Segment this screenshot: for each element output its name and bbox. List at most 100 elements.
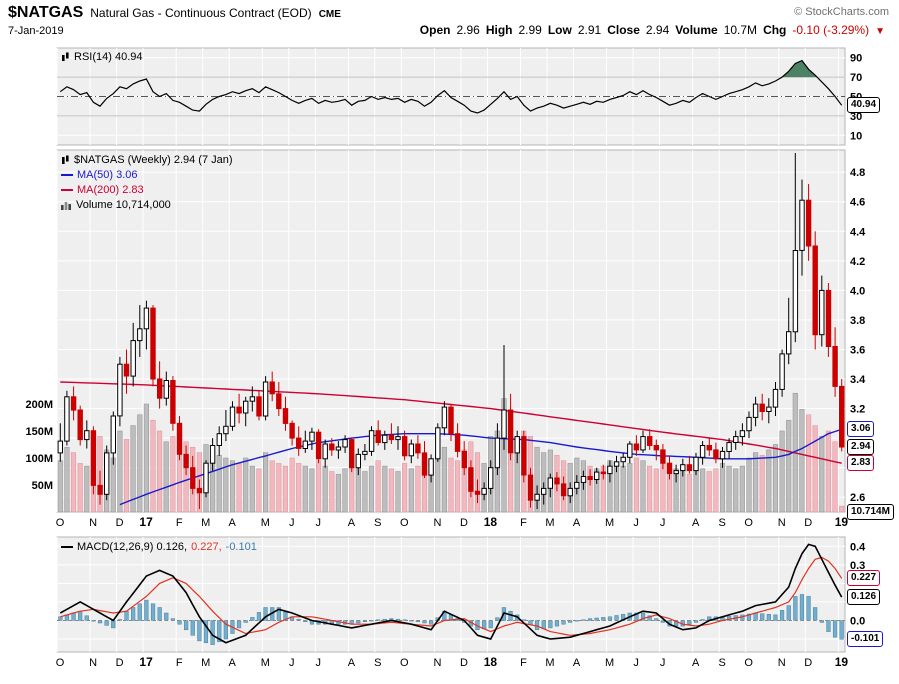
macd-histogram-bar (640, 612, 646, 621)
volume-bar (772, 444, 779, 513)
candle-body (746, 416, 752, 432)
chg-label: Chg (763, 23, 787, 37)
candle-body (395, 436, 401, 441)
candle-body (719, 450, 726, 460)
x-axis-month-label: A (692, 517, 700, 529)
volume-bar (223, 457, 229, 513)
candle-body (474, 490, 481, 495)
quote-bar: Open 2.96 High 2.99 Low 2.91 Close 2.94 … (420, 23, 885, 37)
macd-histogram-bar (236, 620, 242, 629)
volume-bar (342, 468, 348, 513)
x-axis-year-label: 19 (835, 655, 849, 669)
candle-body (541, 487, 547, 495)
volume-legend-label: Volume 10,714,000 (76, 199, 171, 211)
macd-histogram-bar (760, 613, 765, 621)
candle-body (329, 443, 335, 451)
x-axis-month-label: O (400, 517, 409, 529)
macd-histogram-bar (773, 614, 778, 621)
candle-body (699, 445, 706, 458)
candle-body (223, 425, 229, 435)
candle-body (527, 474, 534, 501)
symbol-legend-label: $NATGAS (Weekly) 2.94 (7 Jan) (74, 154, 233, 166)
close-label: Close (607, 23, 640, 37)
x-axis-month-label: O (744, 657, 753, 669)
axis-tick-label: 10 (850, 130, 862, 142)
x-axis-month-label: O (400, 657, 409, 669)
x-axis-month-label: M (201, 657, 210, 669)
macd-histogram-bar (793, 596, 798, 621)
chg-down-arrow-icon: ▼ (875, 26, 885, 37)
close-value: 2.94 (645, 23, 670, 37)
axis-tick-label: 4.2 (850, 256, 865, 268)
macd-signal-line (60, 556, 843, 636)
axis-tick-label: 150M (25, 426, 53, 438)
macd-histogram-bar (753, 612, 758, 621)
candle-body (70, 396, 77, 411)
candle-body (97, 484, 103, 495)
candle-body (607, 465, 613, 475)
candle-body (183, 453, 189, 469)
candle-body (196, 487, 203, 494)
indicator-icon (62, 52, 69, 61)
candle-body (686, 464, 693, 472)
volume-bar (143, 403, 149, 513)
candle-body (209, 445, 216, 464)
axis-tick-label: 30 (850, 111, 862, 123)
volume-bar (587, 465, 593, 513)
volume-bar (415, 465, 421, 513)
volume-bar (395, 471, 401, 513)
x-axis-month-label: S (719, 517, 726, 529)
x-axis-month-label: S (719, 657, 726, 669)
macd-histogram-bar (693, 620, 699, 623)
volume-bar (620, 465, 626, 513)
candle-body (203, 462, 209, 494)
x-axis-month-label: O (744, 517, 753, 529)
volume-bar (726, 465, 732, 513)
hist-badge: -0.101 (847, 631, 884, 648)
candle-body (150, 307, 156, 380)
high-label: High (485, 23, 513, 37)
rsi-legend: RSI(14) 40.94 (61, 51, 142, 63)
volume-bar (746, 457, 752, 513)
x-axis-month-label: D (116, 517, 124, 529)
candle-body (229, 406, 236, 427)
volume-bar (402, 463, 408, 513)
volume-bar (150, 419, 156, 513)
x-axis-month-label: N (778, 657, 786, 669)
candle-body (435, 427, 441, 460)
x-axis-month-label: N (433, 517, 441, 529)
candle-body (322, 443, 328, 460)
candle-body (594, 471, 600, 481)
volume-bar (627, 463, 633, 513)
macd-histogram-bar (779, 610, 785, 621)
candle-body (534, 493, 540, 501)
axis-tick-label: 0.4 (850, 541, 866, 553)
candle-body (104, 452, 110, 495)
axis-tick-label: 90 (850, 53, 862, 65)
ma50-badge: 3.06 (847, 421, 875, 438)
volume-bars-icon (61, 201, 71, 210)
axis-tick-label: 3.4 (850, 374, 866, 386)
macd-histogram-bar (429, 620, 434, 625)
candle-body (382, 434, 388, 444)
volume-bar (448, 457, 454, 513)
macd-histogram-bar (263, 607, 268, 621)
x-axis-month-label: D (460, 657, 468, 669)
volume-bar (388, 468, 394, 513)
axis-tick-label: 3.6 (850, 344, 865, 356)
macd-histogram-bar (700, 619, 705, 621)
candle-body (567, 487, 573, 497)
volume-bar (77, 463, 83, 513)
volume-bar (441, 446, 447, 513)
x-axis-month-label: A (692, 657, 700, 669)
x-axis-month-label: A (348, 657, 356, 669)
instrument-title: Natural Gas - Continuous Contract (EOD) (90, 6, 312, 20)
volume-bar (799, 409, 805, 513)
macd-histogram-bar (561, 620, 566, 625)
axis-tick-label: 3.8 (850, 315, 865, 327)
x-axis-month-label: A (573, 517, 581, 529)
x-axis-month-label: O (56, 517, 65, 529)
volume-bar (660, 463, 666, 513)
macd-histogram-bar (203, 620, 209, 644)
